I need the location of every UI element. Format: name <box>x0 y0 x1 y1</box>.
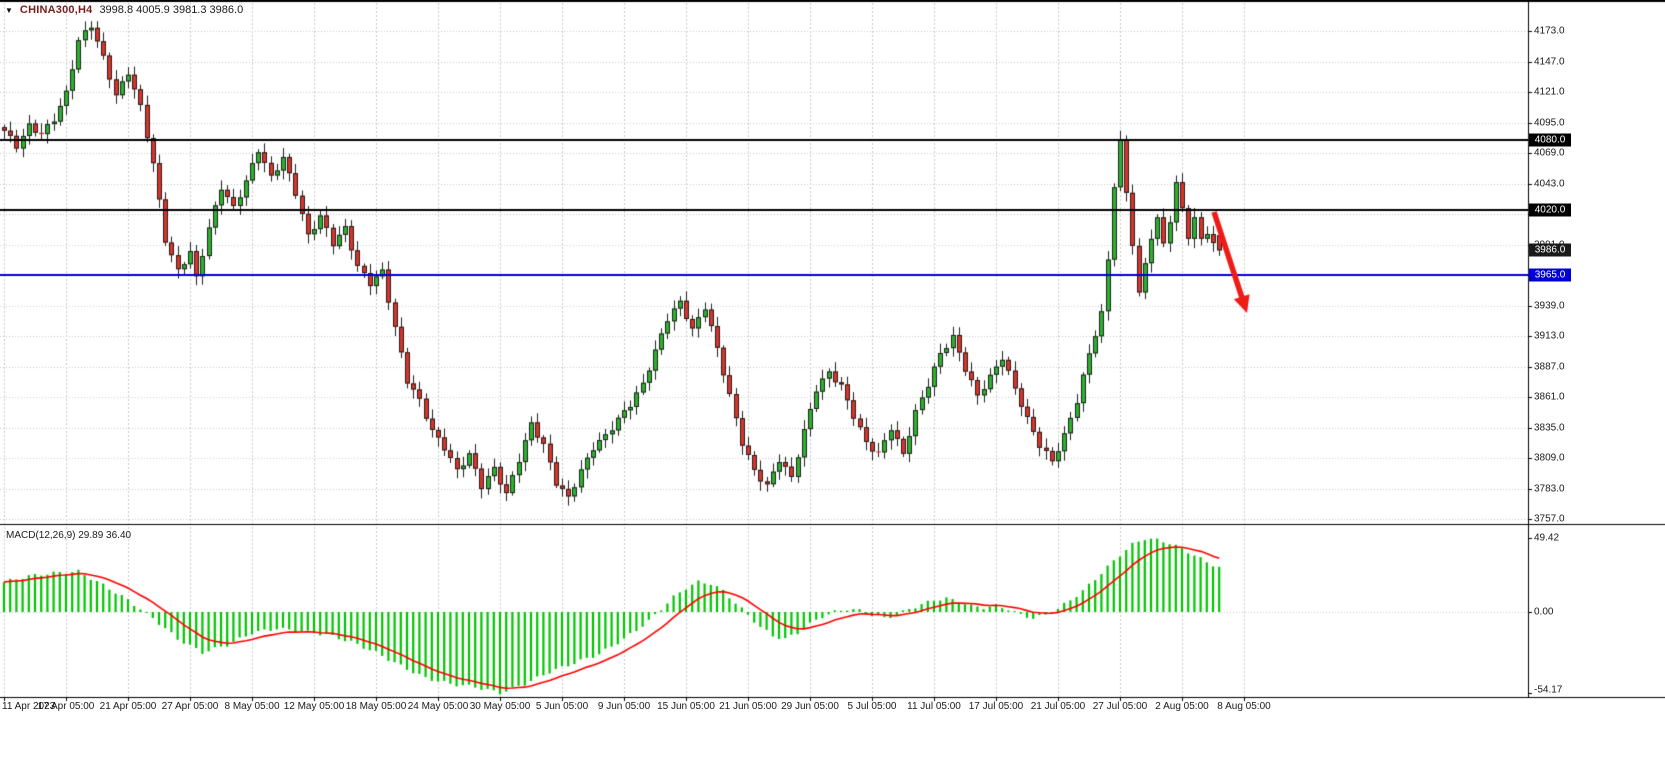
symbol-period-label: CHINA300,H4 <box>19 4 93 16</box>
ohlc-values: 3998.8 4005.9 3981.3 3986.0 <box>99 4 244 16</box>
dropdown-arrow-icon[interactable]: ▼ <box>5 5 13 15</box>
chart-title: ▼ CHINA300,H4 3998.8 4005.9 3981.3 3986.… <box>5 4 243 16</box>
macd-indicator-label: MACD(12,26,9) 29.89 36.40 <box>6 530 132 541</box>
